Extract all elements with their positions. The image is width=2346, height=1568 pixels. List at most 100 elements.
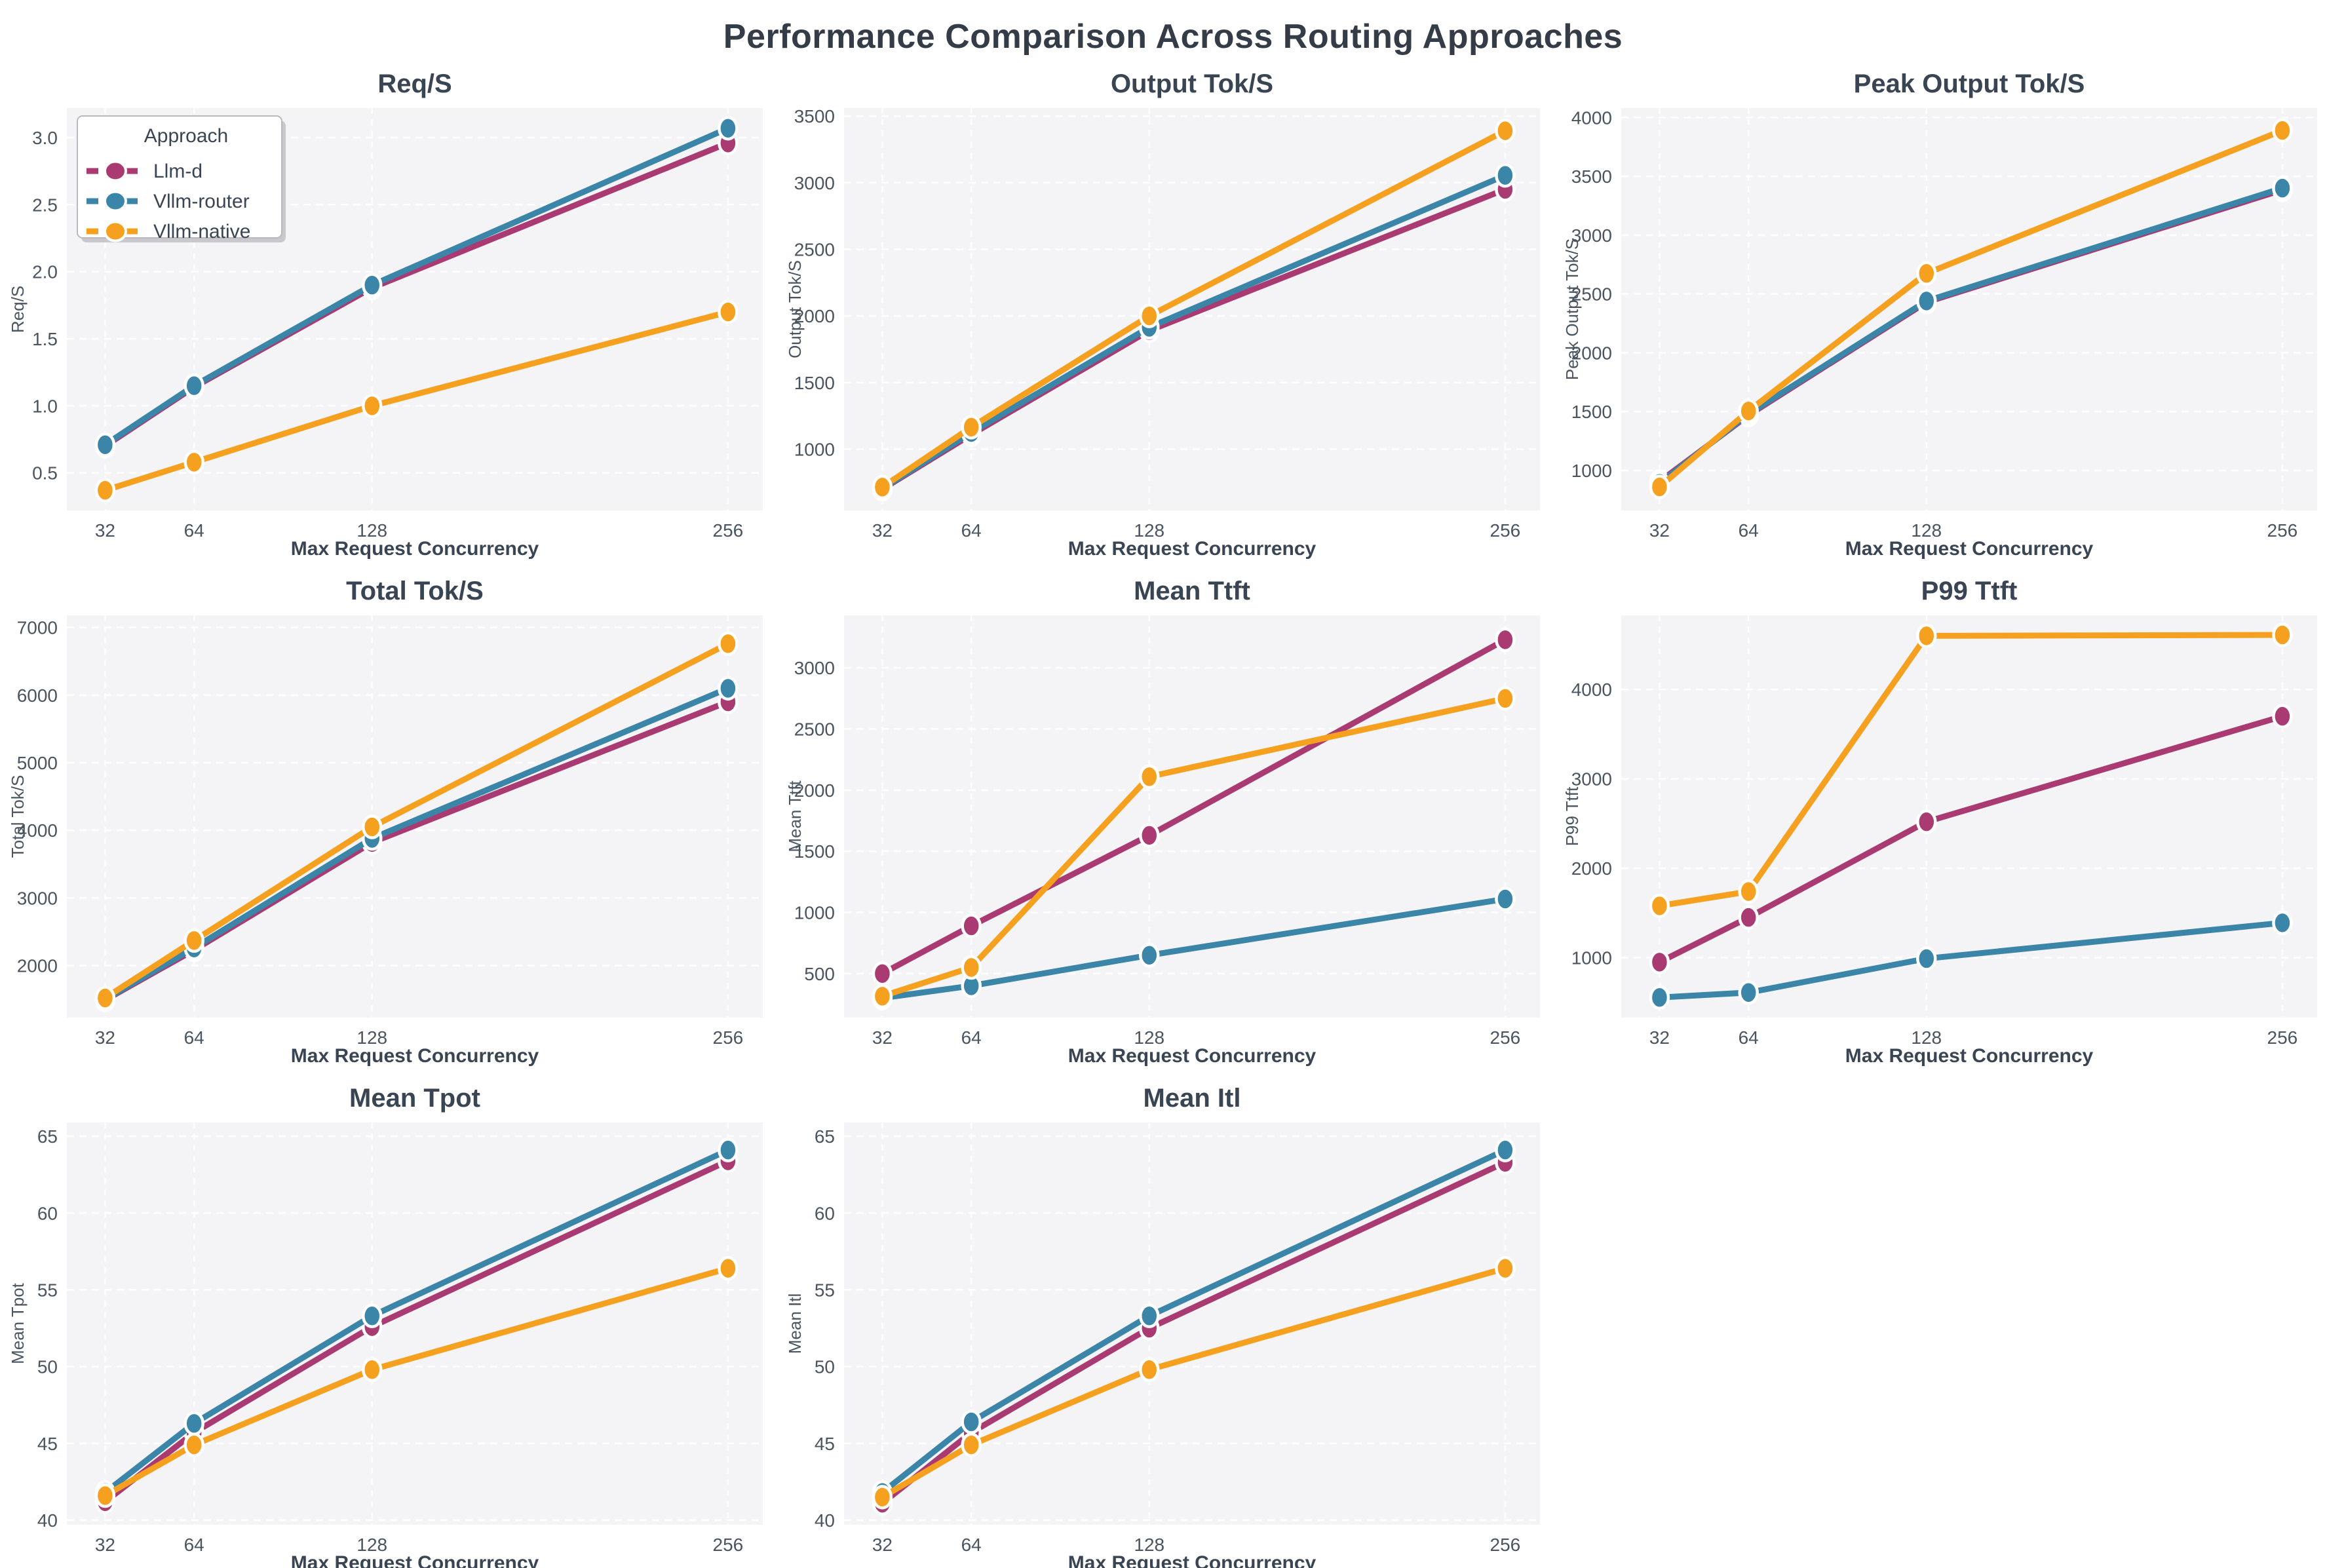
y-tick-label: 1500 [1571,402,1612,422]
dot-llm-d-128 [1139,823,1160,848]
line-vllm-router [879,1147,1509,1496]
legend-title: Approach [144,125,228,147]
dot-llm-d-64 [961,913,982,938]
x-tick-label: 32 [95,520,115,541]
line-vllm-native [879,128,1509,490]
y-tick-label: 3000 [794,658,835,678]
y-tick-label: 3500 [1571,166,1612,187]
dot-vllm-native-32 [872,1485,893,1510]
dot-vllm-native-32 [94,1483,116,1508]
subplot-p99-ttft: P99 Ttft 32 64 128 256 1000 2000 3000 4000 Max Re… [1561,567,2338,1075]
dot-vllm-native-32 [94,985,116,1010]
x-tick-label: 64 [1739,1027,1759,1048]
dot-vllm-router-256 [1495,163,1516,188]
x-axis-label-mean-tpot: Max Request Concurrency [291,1552,539,1568]
subplot-mean-itl: Mean Itl 32 64 128 256 40 45 50 55 60 65 Max Reques… [784,1075,1561,1568]
dot-vllm-native-128 [1139,764,1160,790]
legend-marker-dot [104,190,127,212]
dot-llm-d-256 [1495,627,1516,653]
dot-vllm-router-128 [1916,288,1937,314]
dot-vllm-native-128 [362,393,383,419]
dot-llm-d-32 [872,961,893,986]
x-tick-label: 32 [95,1535,115,1555]
chart-canvas-peak-output-tok-s: 32 64 128 256 1000 1500 2000 2500 3000 3500 4000 Ma… [1562,107,2317,560]
dot-vllm-native-64 [961,415,982,440]
y-tick-label: 1.5 [32,329,58,349]
x-tick-label: 32 [95,1027,115,1048]
dot-llm-d-32 [1649,949,1670,975]
dot-vllm-native-64 [961,1432,982,1457]
y-tick-label: 2000 [794,780,835,801]
x-tick-label: 64 [961,1535,982,1555]
y-tick-label: 4000 [17,820,58,841]
dot-vllm-native-64 [183,1432,204,1457]
dot-vllm-native-256 [1495,1255,1516,1281]
y-tick-label: 65 [37,1126,58,1147]
y-tick-label: 45 [815,1434,835,1454]
line-vllm-router [879,896,1509,1001]
legend-entry-label: Vllm-native [153,221,250,242]
y-tick-label: 500 [804,964,835,984]
y-axis-label-output-tok-s: Output Tok/S [785,260,805,358]
x-axis-label-mean-ttft: Max Request Concurrency [1068,1045,1317,1067]
dot-vllm-native-32 [94,478,116,503]
x-tick-label: 32 [872,1027,893,1048]
y-tick-label: 1000 [1571,461,1612,481]
dot-vllm-router-128 [362,273,383,297]
dot-vllm-router-128 [362,1303,383,1329]
x-tick-label: 128 [1134,520,1164,541]
x-tick-label: 128 [356,1027,387,1048]
x-tick-label: 32 [872,520,893,541]
x-tick-label: 256 [1490,1535,1521,1555]
axes-background [1621,108,2317,510]
subplot-title-total-tok-s: Total Tok/S [346,577,484,605]
subplot-req-s: Req/S 32 64 128 256 0.5 1.0 1.5 2.0 2.5 3.0 Max Req… [7,60,784,567]
legend-marker-dot [104,220,127,242]
dot-vllm-router-128 [1139,943,1160,968]
subplot-total-tok-s: Total Tok/S 32 64 128 256 2000 3000 4000 5000 600… [7,567,784,1075]
dot-vllm-router-256 [1495,1138,1516,1162]
subplot-title-output-tok-s: Output Tok/S [1110,69,1274,98]
y-tick-label: 2000 [1571,343,1612,363]
y-tick-label: 1000 [794,903,835,923]
y-tick-label: 2.5 [32,195,58,215]
y-tick-label: 55 [815,1280,835,1300]
dot-vllm-router-64 [183,1411,204,1436]
dot-vllm-native-64 [1738,398,1759,424]
x-axis-label-peak-output-tok-s: Max Request Concurrency [1845,538,2094,560]
y-tick-label: 50 [815,1357,835,1377]
subplot-mean-ttft: Mean Ttft 32 64 128 256 500 1000 1500 2000 2500 30… [784,567,1561,1075]
dot-vllm-native-32 [1649,893,1670,919]
line-vllm-native [102,1265,731,1499]
y-tick-label: 1500 [794,841,835,862]
dot-vllm-router-64 [961,1409,982,1434]
charts-grid: Req/S 32 64 128 256 0.5 1.0 1.5 2.0 2.5 3.0 Max Req… [0,60,2346,1568]
y-tick-label: 4000 [1571,107,1612,128]
legend-entry-label: Vllm-router [153,191,250,212]
dot-vllm-native-256 [1495,118,1516,143]
dot-vllm-native-128 [1139,303,1160,328]
y-tick-label: 2000 [17,956,58,976]
subplot-title-req-s: Req/S [377,69,452,98]
dot-vllm-native-256 [718,1255,739,1281]
legend-entry-label: Llm-d [153,161,202,182]
dot-vllm-native-32 [1649,474,1670,499]
x-tick-label: 32 [1649,1027,1670,1048]
y-tick-label: 55 [37,1280,58,1300]
dot-vllm-router-32 [1649,985,1670,1010]
x-tick-label: 64 [961,520,982,541]
line-vllm-router [102,1147,731,1496]
dot-vllm-router-256 [718,676,739,701]
dot-vllm-router-256 [2272,176,2293,201]
x-tick-label: 64 [184,1027,204,1048]
y-tick-label: 2500 [794,240,835,260]
y-tick-label: 40 [815,1510,835,1531]
subplot-output-tok-s: Output Tok/S 32 64 128 256 1000 1500 2000 2500 30… [784,60,1561,567]
legend: Approach Llm-d Vllm-router Vllm-native [77,115,286,242]
x-tick-label: 64 [1739,520,1759,541]
legend-box [77,115,282,239]
x-tick-label: 32 [872,1535,893,1555]
y-tick-label: 1000 [1571,948,1612,968]
dot-vllm-router-256 [1495,887,1516,911]
